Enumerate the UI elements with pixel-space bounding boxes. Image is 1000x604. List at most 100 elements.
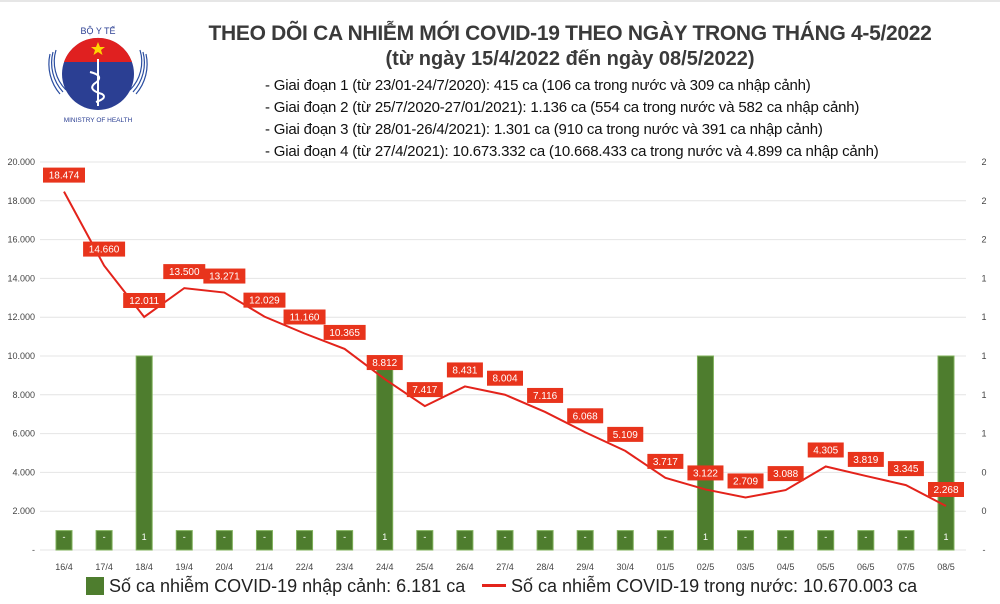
bar-data-label: - bbox=[744, 532, 747, 542]
line-data-label: 3.345 bbox=[893, 464, 918, 475]
line-label-box bbox=[123, 292, 166, 308]
chart-title: THEO DÕI CA NHIỄM MỚI COVID-19 THEO NGÀY… bbox=[208, 22, 932, 45]
line-label-box bbox=[283, 309, 326, 325]
line-data-label: 11.160 bbox=[290, 312, 320, 323]
line-data-label: 5.109 bbox=[613, 430, 638, 441]
line-label-box bbox=[928, 482, 964, 498]
line-data-label: 18.474 bbox=[49, 171, 80, 182]
line-data-label: 3.717 bbox=[653, 457, 678, 468]
x-axis-tick: 24/4 bbox=[376, 562, 394, 572]
x-axis-tick: 07/5 bbox=[897, 562, 915, 572]
legend-line-swatch bbox=[482, 584, 506, 587]
left-axis-tick: - bbox=[32, 545, 35, 555]
bar-data-label: 1 bbox=[943, 532, 948, 542]
line-label-box bbox=[203, 268, 246, 284]
x-axis-tick: 19/4 bbox=[176, 562, 194, 572]
line-data-label: 4.305 bbox=[813, 445, 838, 456]
svg-text:MINISTRY OF HEALTH: MINISTRY OF HEALTH bbox=[64, 117, 133, 124]
line-data-label: 8.431 bbox=[452, 365, 477, 376]
right-axis-tick: 0 bbox=[981, 506, 986, 516]
bar-data-label: - bbox=[784, 532, 787, 542]
stage-2-note: - Giai đoạn 2 (từ 25/7/2020-27/01/2021):… bbox=[265, 99, 860, 116]
x-axis-tick: 03/5 bbox=[737, 562, 755, 572]
right-axis-tick: 1 bbox=[981, 351, 986, 361]
line-label-box bbox=[607, 426, 644, 442]
line-label-box bbox=[323, 324, 366, 340]
left-axis-tick: 8.000 bbox=[12, 390, 35, 400]
import-bar bbox=[175, 530, 193, 551]
left-axis-tick: 14.000 bbox=[7, 273, 35, 283]
stage-3-note: - Giai đoạn 3 (từ 28/01-26/4/2021): 1.30… bbox=[265, 121, 823, 138]
x-axis-tick: 21/4 bbox=[256, 562, 274, 572]
left-axis-tick: 18.000 bbox=[7, 196, 35, 206]
import-bar bbox=[55, 530, 73, 551]
x-axis-tick: 22/4 bbox=[296, 562, 314, 572]
import-bar bbox=[857, 530, 875, 551]
left-axis-tick: 16.000 bbox=[7, 235, 35, 245]
right-axis-tick: 1 bbox=[981, 273, 986, 283]
left-axis-tick: 20.000 bbox=[7, 157, 35, 167]
line-data-label: 12.029 bbox=[249, 296, 280, 307]
line-label-box bbox=[847, 451, 884, 467]
line-label-box bbox=[446, 362, 483, 378]
line-data-label: 12.011 bbox=[129, 296, 159, 307]
x-axis-tick: 18/4 bbox=[135, 562, 153, 572]
bar-data-label: - bbox=[463, 532, 466, 542]
import-bar bbox=[376, 355, 394, 551]
import-bar bbox=[416, 530, 434, 551]
stage-1-note: - Giai đoạn 1 (từ 23/01-24/7/2020): 415 … bbox=[265, 77, 811, 94]
bar-data-label: - bbox=[223, 532, 226, 542]
line-label-box bbox=[83, 241, 126, 257]
import-bar bbox=[135, 355, 153, 551]
legend-line: Số ca nhiễm COVID-19 trong nước: 10.670.… bbox=[482, 576, 917, 597]
import-bar bbox=[737, 530, 755, 551]
line-data-label: 7.417 bbox=[412, 385, 437, 396]
bar-data-label: - bbox=[864, 532, 867, 542]
stage-4-note: - Giai đoạn 4 (từ 27/4/2021): 10.673.332… bbox=[265, 143, 879, 160]
right-axis-tick: 1 bbox=[981, 390, 986, 400]
line-data-label: 7.116 bbox=[533, 391, 558, 402]
bar-data-label: - bbox=[303, 532, 306, 542]
legend-bar: Số ca nhiễm COVID-19 nhập cảnh: 6.181 ca bbox=[86, 576, 465, 597]
line-label-box bbox=[43, 167, 85, 183]
line-label-box bbox=[567, 408, 604, 424]
left-axis-tick: 12.000 bbox=[7, 312, 35, 322]
import-bar bbox=[496, 530, 514, 551]
bar-data-label: - bbox=[183, 532, 186, 542]
left-axis-tick: 6.000 bbox=[12, 429, 35, 439]
right-axis-tick: 0 bbox=[981, 467, 986, 477]
left-axis-tick: 10.000 bbox=[7, 351, 35, 361]
line-label-box bbox=[767, 466, 804, 482]
bar-data-label: - bbox=[423, 532, 426, 542]
bar-data-label: - bbox=[263, 532, 266, 542]
ministry-of-health-logo: BỘ Y TẾ MINISTRY OF HEALTH bbox=[48, 26, 148, 124]
line-data-label: 2.709 bbox=[733, 476, 758, 487]
x-axis-tick: 02/5 bbox=[697, 562, 715, 572]
bar-data-label: - bbox=[904, 532, 907, 542]
svg-text:BỘ Y TẾ: BỘ Y TẾ bbox=[80, 26, 115, 36]
right-axis-tick: 2 bbox=[981, 196, 986, 206]
line-data-label: 3.122 bbox=[693, 468, 718, 479]
bar-data-label: - bbox=[824, 532, 827, 542]
bar-data-label: 1 bbox=[142, 532, 147, 542]
x-axis-tick: 06/5 bbox=[857, 562, 875, 572]
x-axis-tick: 17/4 bbox=[95, 562, 113, 572]
line-data-label: 8.004 bbox=[492, 374, 517, 385]
line-label-box bbox=[406, 382, 443, 398]
import-bar bbox=[336, 530, 354, 551]
line-data-label: 2.268 bbox=[933, 485, 958, 496]
bar-data-label: - bbox=[63, 532, 66, 542]
x-axis-tick: 08/5 bbox=[937, 562, 955, 572]
x-axis-tick: 29/4 bbox=[576, 562, 594, 572]
import-bar bbox=[937, 355, 955, 551]
import-bar bbox=[576, 530, 594, 551]
bar-data-label: 1 bbox=[703, 532, 708, 542]
right-axis-tick: 1 bbox=[981, 312, 986, 322]
x-axis-tick: 20/4 bbox=[216, 562, 234, 572]
line-label-box bbox=[687, 465, 724, 481]
x-axis-tick: 28/4 bbox=[536, 562, 554, 572]
import-bar bbox=[255, 530, 273, 551]
import-bar bbox=[777, 530, 795, 551]
import-bar bbox=[897, 530, 915, 551]
